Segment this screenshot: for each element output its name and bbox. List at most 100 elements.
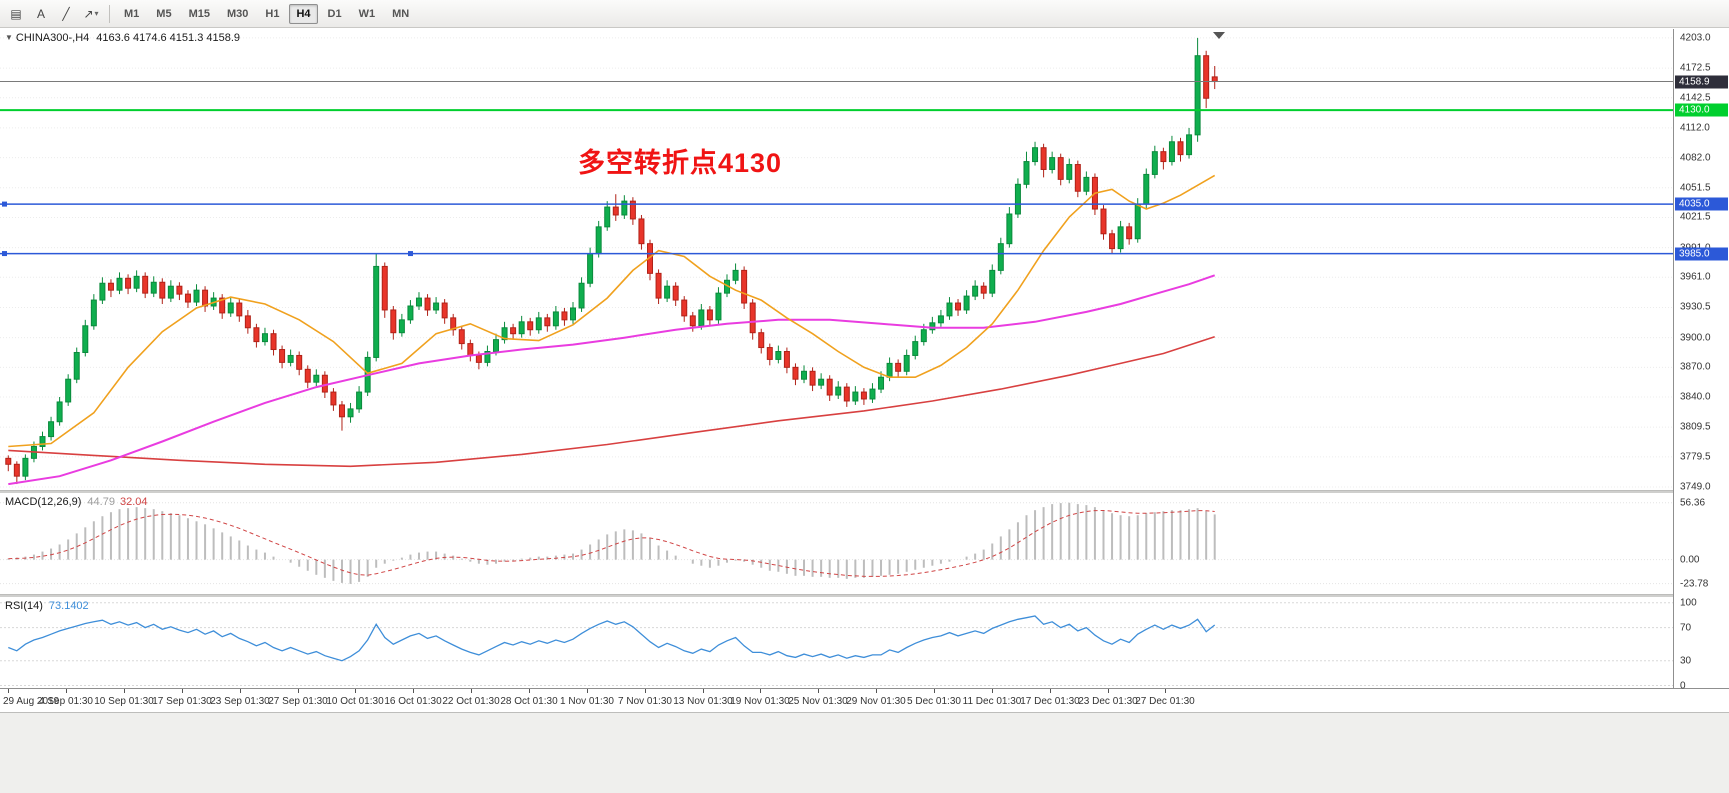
timeframe-h1-button[interactable]: H1 [265,7,280,20]
line-handle[interactable] [2,251,7,257]
rsi-axis-label: 100 [1680,597,1697,609]
ma-fast-line [8,174,1216,448]
shapes-tool-button[interactable]: ↗ ▾ [79,3,103,25]
rsi-title: RSI(14) [5,600,43,612]
macd-axis-label: 56.36 [1680,497,1706,509]
price-axis-label: 4082.0 [1680,152,1711,164]
date-label: 13 Nov 01:30 [673,696,733,707]
shapes-tool-icon: ↗ [83,6,94,21]
macd-title: MACD(12,26,9) [5,496,82,508]
ma-slow-line [8,335,1215,468]
price-level-tag: 3985.0 [1675,247,1728,261]
trendline-tool-button[interactable]: ╱ [54,3,78,25]
chart-shift-marker-icon[interactable] [1213,32,1225,39]
chart-window-tool-button[interactable]: ▤ [4,3,28,25]
time-tick [818,689,819,693]
time-tick [703,689,704,693]
timeframe-group: M1 M5 M15 M30 H1 H4 D1 W1 MN [116,3,417,24]
time-axis[interactable]: 29 Aug 2019 4 Sep 01:30 10 Sep 01:30 17 Sep… [0,688,1729,712]
timeframe-w1-button[interactable]: W1 [358,7,376,20]
toolbar-separator [109,4,110,23]
price-axis-label: 4051.5 [1680,182,1711,194]
toolbar: ▤ A ╱ ↗ ▾ M1 M5 M15 M30 H1 H4 D1 W1 MN [0,0,1729,28]
date-label: 10 Sep 01:30 [94,696,154,707]
macd-signal-value: 32.04 [119,496,148,508]
date-label: 1 Nov 01:30 [560,696,614,707]
pane-splitter[interactable] [0,594,1729,597]
date-label: 16 Oct 01:30 [384,696,442,707]
date-label: 28 Oct 01:30 [500,696,558,707]
date-label: 27 Dec 01:30 [1135,696,1195,707]
timeframe-d1-button[interactable]: D1 [327,7,342,20]
date-label: 4 Sep 01:30 [39,696,93,707]
price-level-tag: 4130.0 [1675,103,1728,117]
rsi-line [8,615,1216,662]
rsi-value: 73.1402 [48,600,89,612]
collapse-arrow-icon[interactable]: ▼ [5,33,13,42]
trendline-tool-icon: ╱ [62,6,70,21]
symbol-period-label: CHINA300-,H4 [15,32,90,44]
dropdown-arrow-icon: ▾ [94,9,99,18]
price-axis-label: 4172.5 [1680,62,1711,74]
timeframe-m15-button[interactable]: M15 [188,7,210,20]
price-axis-label: 3930.5 [1680,301,1711,313]
price-level-tag: 4035.0 [1675,197,1728,211]
timeframe-h4-button[interactable]: H4 [289,3,318,24]
price-axis-label: 3840.0 [1680,391,1711,403]
date-label: 25 Nov 01:30 [788,696,848,707]
chart-annotation-text[interactable]: 多空转折点4130 [578,148,783,178]
timeframe-m5-button[interactable]: M5 [156,7,172,20]
time-tick [1108,689,1109,693]
macd-signal-line [8,509,1215,577]
macd-axis-label: 0.00 [1680,554,1700,566]
drawing-tools-group: ▤ A ╱ ↗ ▾ [4,3,103,25]
price-axis-label: 3900.0 [1680,332,1711,344]
date-label: 27 Sep 01:30 [268,696,328,707]
price-axis[interactable]: 4203.0 4172.5 4142.5 4112.0 4082.0 4051.5 4021… [1673,29,1729,691]
time-tick [876,689,877,693]
date-label: 19 Nov 01:30 [730,696,790,707]
timeframe-mn-button[interactable]: MN [392,7,410,20]
price-axis-label: 4021.5 [1680,211,1711,223]
macd-main-value: 44.79 [87,496,115,508]
price-axis-label: 3961.0 [1680,271,1711,283]
date-label: 29 Nov 01:30 [846,696,906,707]
date-label: 23 Sep 01:30 [210,696,270,707]
rsi-pane[interactable] [0,597,1673,688]
pane-splitter[interactable] [0,490,1729,493]
price-grid [0,37,1673,488]
price-axis-label: 3809.5 [1680,421,1711,433]
time-tick [413,689,414,693]
date-label: 29 Aug 2019 [3,696,60,707]
time-tick [587,689,588,693]
price-axis-label: 3870.0 [1680,361,1711,373]
line-handle[interactable] [408,251,413,257]
time-tick [1050,689,1051,693]
ohlc-values: 4163.6 4174.6 4151.3 4158.9 [96,32,241,44]
time-tick [8,689,9,693]
timeframe-m30-button[interactable]: M30 [226,7,249,20]
window-bottom-area [0,712,1729,793]
current-price-tag: 4158.9 [1675,75,1728,89]
date-label: 5 Dec 01:30 [907,696,961,707]
macd-histogram [7,502,1216,584]
macd-axis-label: -23.78 [1680,578,1709,590]
date-label: 17 Sep 01:30 [152,696,212,707]
date-label: 17 Dec 01:30 [1020,696,1080,707]
price-axis-label: 4112.0 [1680,122,1710,134]
timeframe-m1-button[interactable]: M1 [124,7,140,20]
date-label: 10 Oct 01:30 [326,696,384,707]
time-tick [471,689,472,693]
macd-pane[interactable] [0,493,1673,594]
quote-bar: ▼ CHINA300-,H4 4163.6 4174.6 4151.3 4158.9 [5,32,240,44]
rsi-axis-label: 70 [1680,622,1692,634]
date-label: 7 Nov 01:30 [618,696,672,707]
date-label: 23 Dec 01:30 [1078,696,1138,707]
price-chart[interactable] [0,29,1673,490]
price-axis-label: 3779.5 [1680,451,1711,463]
line-handle[interactable] [2,201,7,207]
chart-window-tool-icon: ▤ [10,6,22,21]
macd-label: MACD(12,26,9) 44.79 32.04 [5,496,147,508]
text-annotation-tool-button[interactable]: A [29,3,53,25]
